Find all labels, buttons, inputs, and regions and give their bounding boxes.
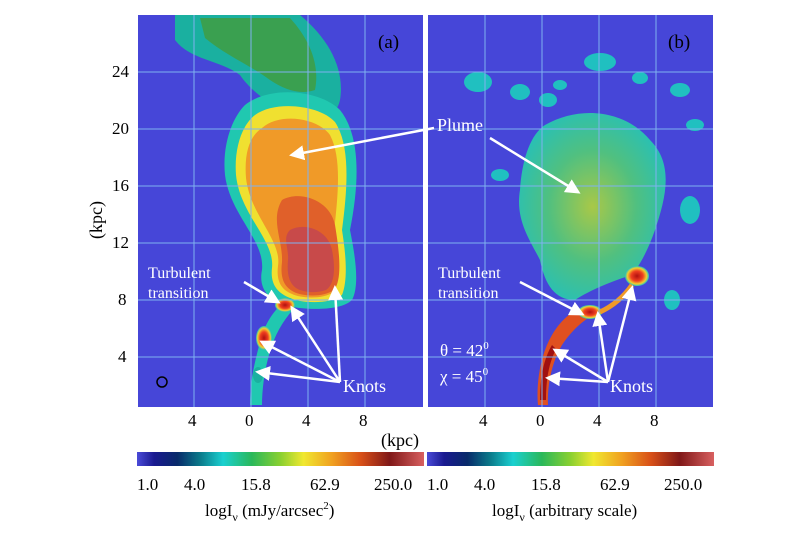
cbar-tick: 15.8 [241,475,271,494]
plume-arrows [289,126,581,194]
ytick: 20 [112,119,129,138]
x-axis-b: 4 0 4 8 [479,411,659,430]
knots-label-b: Knots [610,376,653,396]
colorbar-a: 1.0 4.0 15.8 62.9 250.0 logIν (mJy/arcse… [137,452,424,524]
colorbar-b-label: logIν (arbitrary scale) [492,501,637,524]
panel-a-knot-2 [253,367,263,383]
ytick: 16 [112,176,129,195]
cbar-tick: 250.0 [664,475,702,494]
cbar-tick: 1.0 [427,475,448,494]
panel-b: (b) Turbulent transition Knots θ = 420 χ… [428,15,713,407]
colorbar-b: 1.0 4.0 15.8 62.9 250.0 logIν (arbitrary… [427,452,714,524]
panel-a-label: (a) [378,32,399,53]
turbulent-label-b-1: Turbulent [438,265,501,282]
colorbar-a-bar [137,452,424,466]
ytick: 12 [112,233,129,252]
knots-label-a: Knots [343,376,386,396]
panel-a: (a) Turbulent transition Knots [138,15,423,407]
ytick: 4 [118,347,127,366]
xtick: 4 [302,411,311,430]
colorbar-b-bar [427,452,714,466]
x-axis-a: 4 0 4 8 [188,411,368,430]
cbar-tick: 62.9 [310,475,340,494]
turbulent-label-a-2: transition [148,285,208,302]
turbulent-label-b-2: transition [438,285,498,302]
panel-b-grid [428,15,713,407]
panel-b-plume [519,113,666,300]
panel-b-label: (b) [668,32,690,53]
cbar-tick: 4.0 [474,475,495,494]
xtick: 4 [188,411,197,430]
chi-label: χ = 450 [439,366,489,386]
xtick: 0 [245,411,254,430]
xtick: 0 [536,411,545,430]
theta-label: θ = 420 [440,340,489,360]
plume-label: Plume [437,115,483,135]
cbar-tick: 15.8 [531,475,561,494]
cbar-tick: 1.0 [137,475,158,494]
xtick: 8 [650,411,659,430]
ytick: 8 [118,290,127,309]
y-axis: 24 20 16 12 8 4 (kpc) [86,62,130,366]
ytick: 24 [112,62,130,81]
panel-b-knot-2 [625,266,649,286]
cbar-tick: 250.0 [374,475,412,494]
xtick: 4 [593,411,602,430]
xtick: 4 [479,411,488,430]
turbulent-label-a-1: Turbulent [148,265,211,282]
cbar-tick: 62.9 [600,475,630,494]
panel-a-grid [138,15,423,407]
colorbar-a-label: logIν (mJy/arcsec2) [205,500,334,524]
panel-a-beam [156,376,168,388]
x-axis-label: (kpc) [381,430,419,451]
arrows-b [519,280,637,387]
y-axis-label: (kpc) [86,201,107,239]
xtick: 8 [359,411,368,430]
cbar-tick: 4.0 [184,475,205,494]
arrows-a [243,280,344,384]
